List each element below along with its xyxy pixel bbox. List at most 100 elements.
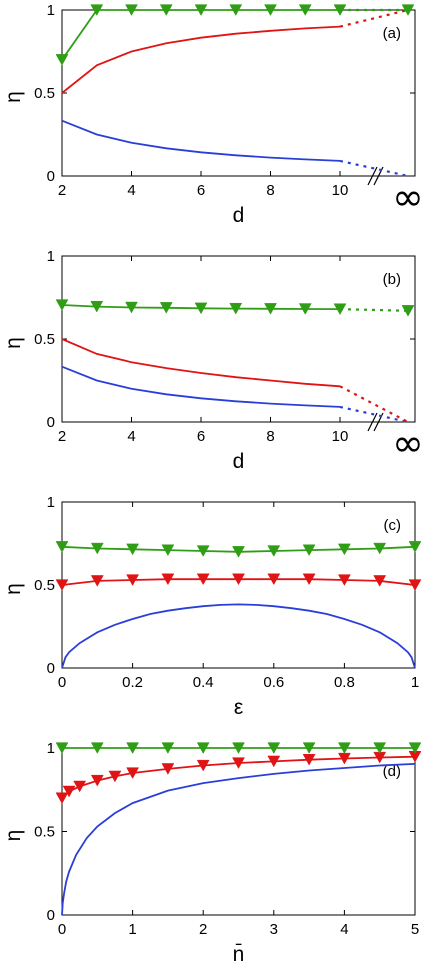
panel-label: (a) (383, 25, 401, 42)
data-point-green (90, 4, 104, 16)
y-axis-label: η (2, 91, 25, 103)
data-point-green (232, 742, 245, 754)
data-point-green (401, 305, 415, 317)
series-limit-dotted-green (339, 308, 409, 312)
data-point-green (125, 4, 138, 16)
y-tick-label: 0.5 (34, 331, 55, 348)
data-point-green (126, 742, 140, 754)
x-tick-label: 2 (58, 182, 66, 199)
data-point-red (267, 755, 281, 768)
y-tick-label: 1 (47, 494, 55, 511)
x-tick-label: 4 (340, 921, 348, 938)
data-point-red (73, 780, 87, 793)
infinity-tick-label: ∞ (392, 421, 424, 465)
y-tick-label: 1 (47, 2, 55, 19)
data-point-red (62, 785, 76, 798)
y-tick-label: 0.5 (34, 85, 55, 102)
data-point-green (90, 742, 104, 754)
series-line-green (61, 9, 340, 61)
x-tick-label: 1 (411, 674, 419, 691)
data-point-green (161, 544, 175, 557)
series-line-red (61, 25, 341, 94)
data-point-green (194, 302, 208, 315)
y-axis-label: η (2, 583, 25, 595)
panel-label: (c) (384, 517, 402, 534)
data-point-green (90, 542, 104, 555)
data-point-green (159, 4, 173, 16)
panel-label: (d) (383, 763, 401, 780)
data-point-green (161, 742, 175, 754)
x-tick-label: 10 (332, 428, 349, 445)
x-tick-label: 4 (127, 428, 135, 445)
data-point-green (55, 54, 69, 66)
data-point-green (229, 4, 243, 16)
data-point-green (337, 742, 351, 754)
data-point-red (161, 573, 175, 586)
y-tick-label: 0 (47, 168, 55, 185)
data-point-red (267, 573, 281, 586)
data-point-red (232, 573, 245, 586)
y-axis-label: η (2, 337, 25, 349)
x-tick-label: 2 (199, 921, 207, 938)
data-point-green (55, 742, 69, 754)
axis-break-mark (367, 166, 378, 186)
y-axis-label: η (2, 830, 25, 842)
x-tick-label: 0.2 (122, 674, 143, 691)
x-tick-label: 1 (128, 921, 136, 938)
x-tick-label: 10 (332, 182, 349, 199)
data-point-green (229, 302, 243, 315)
series-limit-dotted-blue (339, 159, 409, 178)
y-tick-label: 0.5 (34, 577, 55, 594)
y-tick-label: 1 (47, 740, 55, 757)
data-point-green (159, 302, 173, 314)
data-point-red (90, 575, 104, 587)
data-point-green (264, 303, 277, 315)
data-point-green (125, 301, 138, 314)
chart-panel-1: 0 0.5 1 2 4 6 8 10 d η (a) ∞ (2, 2, 424, 227)
x-tick-label: 6 (197, 182, 205, 199)
data-point-green (264, 4, 277, 16)
chart-panel-2: 0 0.5 1 2 4 6 8 10 d η (b) ∞ (2, 248, 424, 473)
y-tick-label: 0 (47, 907, 55, 924)
data-point-green (302, 544, 316, 557)
x-axis-label: ε (234, 696, 243, 719)
series-line-red (61, 338, 341, 388)
data-point-red (196, 573, 210, 586)
data-point-green (298, 4, 312, 16)
data-point-red (232, 757, 245, 769)
data-point-green (232, 546, 245, 558)
x-tick-label: 8 (266, 182, 274, 199)
series-limit-dotted-red (339, 385, 409, 423)
data-point-red (196, 759, 210, 772)
data-point-red (408, 579, 422, 591)
series-limit-dotted-red (339, 8, 409, 28)
x-tick-label: 8 (266, 428, 274, 445)
x-axis-label: d (233, 450, 245, 473)
data-point-red (126, 574, 140, 586)
data-point-green (267, 742, 281, 754)
plot-frame (61, 9, 416, 177)
data-point-red (126, 767, 140, 779)
data-point-red (161, 763, 175, 775)
axis-break-mark (367, 412, 378, 432)
data-point-green (408, 541, 422, 553)
y-tick-label: 0 (47, 414, 55, 431)
x-tick-label: 0 (58, 921, 66, 938)
data-point-red (55, 579, 69, 591)
chart-panel-4: 0 0.5 1 0 1 2 3 4 5 n̄ η (d) (2, 740, 422, 966)
y-tick-label: 0.5 (34, 824, 55, 841)
x-tick-label: 6 (197, 428, 205, 445)
data-point-green (298, 303, 312, 315)
data-point-green (196, 545, 210, 557)
infinity-tick-label: ∞ (392, 175, 424, 219)
y-tick-label: 1 (47, 248, 55, 265)
data-point-green (333, 303, 347, 316)
data-point-green (267, 545, 281, 557)
series-line-blue (61, 119, 341, 162)
data-point-green (55, 541, 69, 553)
data-point-green (55, 299, 69, 311)
x-tick-label: 0.6 (263, 674, 284, 691)
data-point-red (108, 770, 122, 783)
data-point-green (196, 742, 210, 754)
